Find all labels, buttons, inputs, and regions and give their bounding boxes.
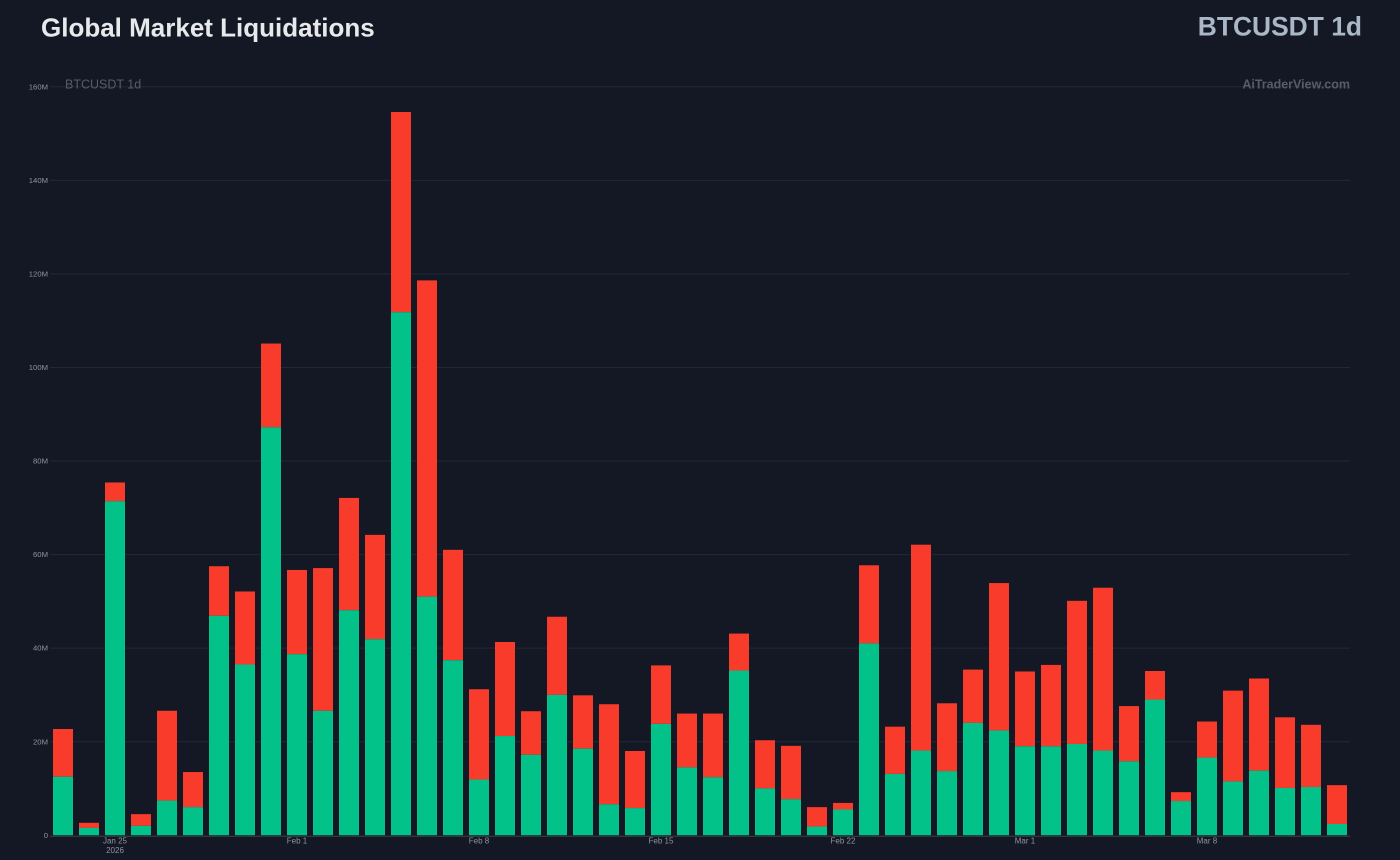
svg-text:80M: 80M xyxy=(33,457,48,466)
svg-text:140M: 140M xyxy=(29,176,48,185)
svg-text:Mar 1: Mar 1 xyxy=(1015,837,1036,846)
svg-text:0: 0 xyxy=(44,831,48,840)
svg-text:Jan 25: Jan 25 xyxy=(103,837,128,846)
svg-text:Feb 15: Feb 15 xyxy=(649,837,674,846)
svg-text:2026: 2026 xyxy=(106,846,124,855)
svg-text:60M: 60M xyxy=(33,550,48,559)
svg-text:120M: 120M xyxy=(29,270,48,279)
svg-text:Mar 8: Mar 8 xyxy=(1197,837,1218,846)
svg-text:100M: 100M xyxy=(29,363,48,372)
svg-text:BTCUSDT 1d: BTCUSDT 1d xyxy=(1198,12,1362,42)
svg-text:AiTraderView.com: AiTraderView.com xyxy=(1242,78,1350,92)
svg-text:Feb 1: Feb 1 xyxy=(287,837,308,846)
svg-text:Global Market Liquidations: Global Market Liquidations xyxy=(41,12,375,42)
svg-text:BTCUSDT 1d: BTCUSDT 1d xyxy=(65,78,141,92)
svg-text:40M: 40M xyxy=(33,644,48,653)
svg-text:20M: 20M xyxy=(33,737,48,746)
svg-text:160M: 160M xyxy=(29,82,48,91)
svg-text:Feb 8: Feb 8 xyxy=(469,837,490,846)
svg-text:Feb 22: Feb 22 xyxy=(831,837,856,846)
